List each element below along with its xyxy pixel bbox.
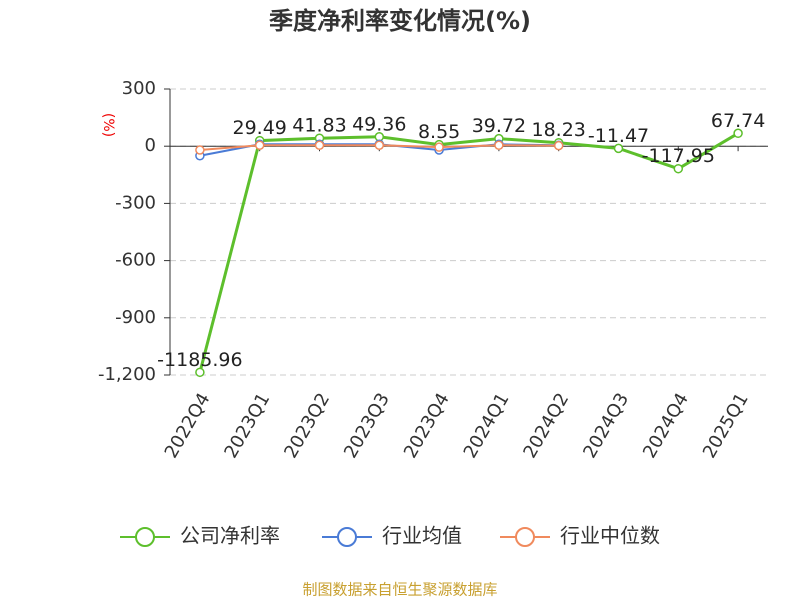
data-point: [374, 140, 385, 150]
data-label: 67.74: [711, 110, 765, 132]
data-point: [254, 140, 265, 150]
legend-marker: [515, 527, 535, 547]
x-tick-label: 2023Q2: [280, 390, 334, 462]
data-label: 8.55: [418, 121, 460, 143]
series-line: [198, 131, 739, 373]
data-label: -11.47: [588, 125, 649, 147]
chart-title: 季度净利率变化情况(%): [269, 7, 531, 35]
x-tick-label: 2024Q1: [460, 390, 514, 462]
legend-label: 公司净利率: [180, 524, 280, 548]
data-point: [733, 128, 743, 139]
data-label: 18.23: [531, 119, 585, 141]
data-label: 41.83: [292, 115, 346, 137]
legend-label: 行业中位数: [560, 524, 660, 548]
data-label: -117.95: [642, 145, 715, 167]
data-point: [613, 143, 624, 154]
x-tick-label: 2023Q1: [220, 390, 274, 462]
x-tick-label: 2023Q4: [400, 389, 454, 461]
x-tick-label: 2025Q1: [699, 390, 753, 462]
y-tick-label: -900: [115, 307, 156, 328]
data-point: [673, 163, 684, 174]
x-tick-label: 2024Q4: [639, 390, 693, 462]
y-tick-label: -300: [115, 192, 156, 213]
data-point: [195, 367, 205, 378]
y-axis-label: (%): [100, 113, 116, 137]
y-tick-label: 0: [145, 135, 156, 156]
legend-marker: [135, 527, 155, 547]
data-label: 39.72: [472, 115, 526, 137]
y-tick-label: 300: [122, 78, 156, 99]
y-tick-label: -600: [115, 250, 156, 271]
x-tick-label: 2022Q4: [161, 390, 215, 462]
data-label: 29.49: [232, 117, 286, 139]
legend-label: 行业均值: [382, 524, 462, 548]
source: 制图数据来自恒生聚源数据库: [302, 581, 497, 599]
y-tick-label: -1,200: [98, 364, 156, 385]
data-point: [195, 145, 205, 155]
legend-marker: [337, 527, 357, 547]
x-tick-label: 2024Q3: [579, 390, 633, 462]
data-label: 49.36: [352, 113, 406, 135]
x-tick-label: 2024Q2: [519, 390, 573, 462]
data-point: [553, 140, 564, 151]
data-point: [314, 140, 325, 150]
data-point: [434, 142, 444, 152]
data-label: -1185.96: [157, 349, 242, 371]
data-point: [494, 140, 504, 150]
x-tick-label: 2023Q3: [340, 390, 394, 462]
